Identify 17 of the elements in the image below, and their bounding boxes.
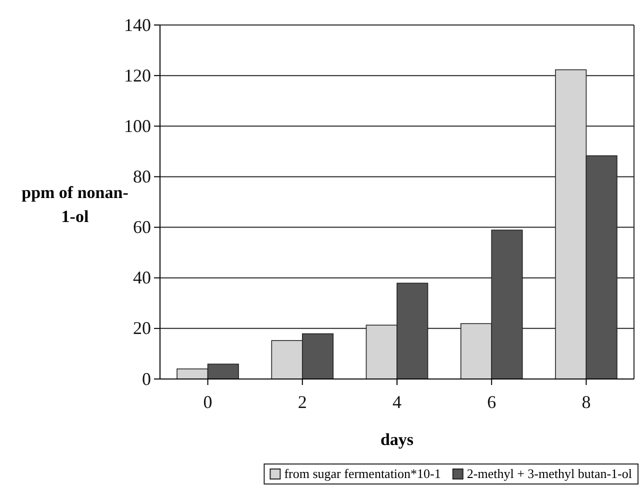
x-axis-title: days [380, 430, 414, 449]
y-axis-title: ppm of nonan-1-ol [22, 183, 129, 226]
y-tick-label: 140 [124, 14, 151, 35]
x-tick-label: 8 [582, 392, 591, 412]
legend-label: from sugar fermentation*10-1 [284, 466, 441, 481]
x-tick-label: 6 [487, 392, 496, 412]
x-tick-label: 4 [392, 392, 402, 412]
y-tick-label: 0 [142, 368, 151, 389]
y-tick-label: 100 [124, 116, 151, 136]
legend-label: 2-methyl + 3-methyl butan-1-ol [466, 466, 632, 481]
x-tick-label: 0 [203, 392, 212, 412]
y-tick-label: 120 [124, 65, 151, 86]
y-tick-label: 80 [133, 166, 151, 186]
y-tick-label: 20 [133, 318, 151, 338]
y-tick-label: 60 [133, 217, 151, 238]
y-tick-label: 40 [133, 268, 151, 288]
x-tick-label: 2 [298, 392, 307, 412]
